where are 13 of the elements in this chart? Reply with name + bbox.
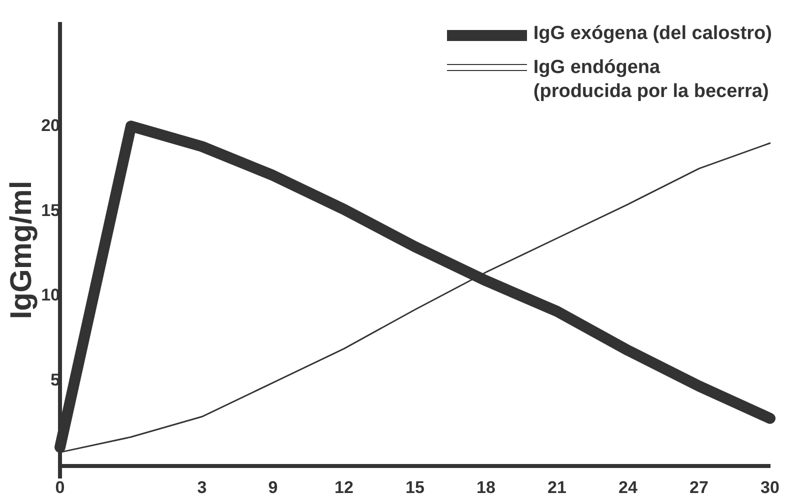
x-tick-label: 24 [618, 478, 638, 497]
legend-label: IgG endógena (producida por la becerra) [533, 56, 769, 104]
y-axis-title: IgGmg/ml [5, 180, 39, 320]
x-tick-label: 27 [690, 478, 708, 497]
x-tick-label: 15 [406, 478, 424, 497]
x-tick-label: 18 [476, 478, 496, 497]
x-tick-label: 0 [55, 478, 65, 497]
x-tick-label: 3 [197, 478, 207, 497]
x-tick-label: 12 [334, 478, 354, 497]
x-tick-label: 30 [760, 478, 780, 497]
x-tick-label: 21 [548, 478, 566, 497]
legend-label: IgG exógena (del calostro) [533, 22, 772, 46]
x-tick-label: 9 [268, 478, 278, 497]
